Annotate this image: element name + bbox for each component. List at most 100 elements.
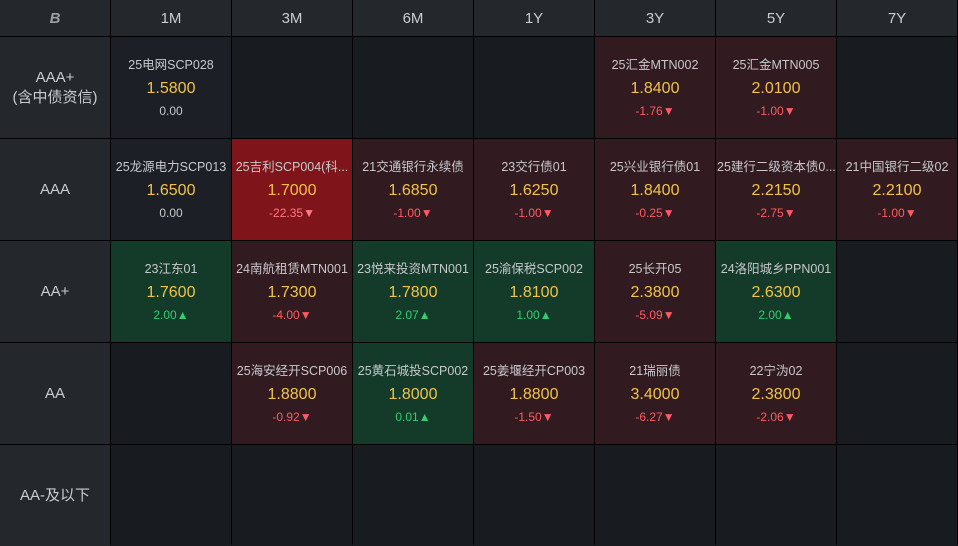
bond-yield: 1.8800 [509,385,559,403]
bond-yield: 1.8400 [630,79,680,97]
rating-row-label: AAA [0,139,110,240]
bond-name: 25汇金MTN002 [611,57,699,72]
logo-icon: B [0,0,110,36]
column-header-1y[interactable]: 1Y [474,0,594,36]
bond-yield: 1.8800 [267,385,317,403]
bond-yield: 1.6500 [146,181,196,199]
rating-row-label: AA+ [0,241,110,342]
bond-change: 0.00 [159,205,183,220]
rating-label-line: AA-及以下 [19,486,90,504]
bond-name: 25姜堰经开CP003 [482,363,586,378]
empty-cell [232,445,352,546]
bond-cell[interactable]: 25汇金MTN005 2.0100 -1.00▼ [716,37,836,138]
bond-cell[interactable]: 25渝保税SCP002 1.8100 1.00▲ [474,241,594,342]
bond-cell[interactable]: 21瑞丽债 3.4000 -6.27▼ [595,343,715,444]
bond-yield: 2.6300 [751,283,801,301]
bond-yield: 1.8000 [388,385,438,403]
rating-row-label: AAA+ (含中债资信) [0,37,110,138]
bond-change: -0.25▼ [635,205,675,220]
rating-label-line: AAA [39,180,70,198]
bond-name: 25长开05 [628,261,682,276]
bond-yield: 2.3800 [751,385,801,403]
empty-cell [474,445,594,546]
bond-change: -1.76▼ [635,103,675,118]
empty-cell [716,445,836,546]
empty-cell [353,445,473,546]
bond-yield: 2.2100 [872,181,922,199]
empty-cell [232,37,352,138]
rating-row-label: AA-及以下 [0,445,110,546]
bond-change: -0.92▼ [272,409,312,424]
bond-yield: 2.0100 [751,79,801,97]
rating-label-line: (含中债资信) [12,88,98,106]
bond-yield: 1.8400 [630,181,680,199]
bond-name: 22宁沩02 [749,363,803,378]
bond-cell[interactable]: 25汇金MTN002 1.8400 -1.76▼ [595,37,715,138]
bond-yield: 1.5800 [146,79,196,97]
bond-change: -2.06▼ [756,409,796,424]
bond-name: 25龙源电力SCP013 [115,159,227,174]
column-header-3m[interactable]: 3M [232,0,352,36]
bond-change: -22.35▼ [269,205,315,220]
bond-change: 2.00▲ [153,307,189,322]
bond-cell[interactable]: 25吉利SCP004(科... 1.7000 -22.35▼ [232,139,352,240]
bond-name: 23交行债01 [501,159,567,174]
bond-cell[interactable]: 24南航租赁MTN001 1.7300 -4.00▼ [232,241,352,342]
bond-cell[interactable]: 25龙源电力SCP013 1.6500 0.00 [111,139,231,240]
bond-change: -1.00▼ [393,205,433,220]
bond-cell[interactable]: 22宁沩02 2.3800 -2.06▼ [716,343,836,444]
bond-name: 21中国银行二级02 [845,159,949,174]
empty-cell [837,445,957,546]
bond-name: 25兴业银行债01 [609,159,701,174]
bond-cell[interactable]: 23江东01 1.7600 2.00▲ [111,241,231,342]
bond-cell[interactable]: 23悦来投资MTN001 1.7800 2.07▲ [353,241,473,342]
bond-name: 25吉利SCP004(科... [235,159,349,174]
bond-name: 25黄石城投SCP002 [357,363,469,378]
bond-yield: 3.4000 [630,385,680,403]
bond-yield: 1.7300 [267,283,317,301]
bond-yield: 2.2150 [751,181,801,199]
empty-cell [595,445,715,546]
column-header-3y[interactable]: 3Y [595,0,715,36]
bond-yield: 1.7800 [388,283,438,301]
bond-cell[interactable]: 21中国银行二级02 2.2100 -1.00▼ [837,139,957,240]
bond-change: -1.00▼ [514,205,554,220]
bond-change: 0.01▲ [395,409,431,424]
bond-yield: 1.7000 [267,181,317,199]
bond-change: -4.00▼ [272,307,312,322]
rating-label-line: AAA+ [35,68,75,86]
bond-yield: 1.6850 [388,181,438,199]
bond-cell[interactable]: 25海安经开SCP006 1.8800 -0.92▼ [232,343,352,444]
bond-name: 21交通银行永续债 [362,159,464,174]
empty-cell [837,37,957,138]
empty-cell [837,343,957,444]
column-header-5y[interactable]: 5Y [716,0,836,36]
bond-cell[interactable]: 25建行二级资本债0... 2.2150 -2.75▼ [716,139,836,240]
bond-change: 0.00 [159,103,183,118]
bond-cell[interactable]: 25电网SCP028 1.5800 0.00 [111,37,231,138]
bond-cell[interactable]: 25兴业银行债01 1.8400 -0.25▼ [595,139,715,240]
bond-change: -1.50▼ [514,409,554,424]
bond-change: -6.27▼ [635,409,675,424]
bond-cell[interactable]: 23交行债01 1.6250 -1.00▼ [474,139,594,240]
bond-change: -5.09▼ [635,307,675,322]
empty-cell [353,37,473,138]
column-header-7y[interactable]: 7Y [837,0,957,36]
column-header-6m[interactable]: 6M [353,0,473,36]
column-header-1m[interactable]: 1M [111,0,231,36]
bond-name: 23江东01 [144,261,198,276]
bond-change: -2.75▼ [756,205,796,220]
bond-cell[interactable]: 21交通银行永续债 1.6850 -1.00▼ [353,139,473,240]
empty-cell [474,37,594,138]
bond-change: -1.00▼ [877,205,917,220]
bond-cell[interactable]: 25长开05 2.3800 -5.09▼ [595,241,715,342]
bond-change: 1.00▲ [516,307,552,322]
bond-cell[interactable]: 25黄石城投SCP002 1.8000 0.01▲ [353,343,473,444]
bond-cell[interactable]: 25姜堰经开CP003 1.8800 -1.50▼ [474,343,594,444]
rating-label-line: AA [44,384,65,402]
bond-change: 2.00▲ [758,307,794,322]
bond-yield: 1.6250 [509,181,559,199]
bond-yield: 1.8100 [509,283,559,301]
bond-cell[interactable]: 24洛阳城乡PPN001 2.6300 2.00▲ [716,241,836,342]
